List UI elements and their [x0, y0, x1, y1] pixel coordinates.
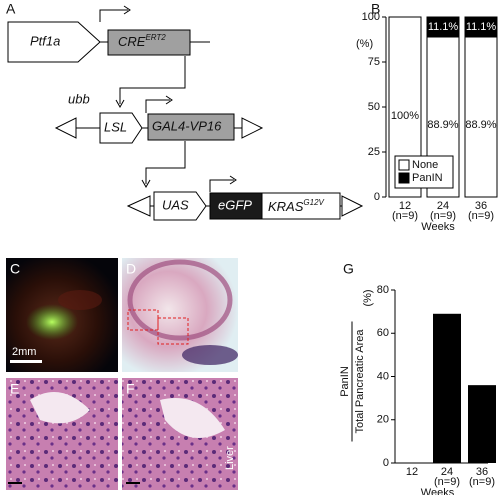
y-tick-label: 75	[368, 56, 380, 68]
gene-box	[147, 113, 235, 141]
gene-label: UAS	[162, 197, 189, 212]
scale-bar	[8, 482, 22, 484]
value-label: 11.1%	[428, 21, 459, 33]
bar-segment	[426, 16, 460, 38]
promoter	[7, 21, 101, 63]
panel-label: B	[371, 1, 380, 17]
photo-c: 2mm C	[6, 258, 118, 372]
scale-bar	[10, 360, 42, 363]
lox-site	[241, 117, 264, 139]
y-tick-label: 25	[368, 146, 380, 158]
legend-swatch	[398, 172, 410, 184]
y-tick-label: 50	[368, 101, 380, 113]
x-tick-label: 24	[441, 466, 453, 478]
y-tick-label: 80	[377, 284, 389, 296]
panel-label: E	[10, 381, 19, 397]
scale-bar	[126, 482, 140, 484]
tss-arrow	[99, 9, 128, 22]
gene-label: ubb	[68, 91, 90, 106]
gene-label: LSL	[104, 119, 127, 134]
lox-site	[126, 195, 151, 217]
y-axis-unit: (%)	[362, 289, 374, 306]
y-tick-label: 0	[383, 457, 389, 469]
gene-box	[261, 192, 341, 220]
tissue-label: Liver	[224, 446, 236, 470]
legend-label: PanIN	[412, 172, 443, 184]
tss-arrow	[165, 95, 173, 105]
photo-e: E	[6, 378, 118, 490]
highlight-box	[157, 317, 189, 345]
panel-label: G	[343, 261, 354, 277]
x-axis-label: Weeks	[421, 221, 455, 233]
panel-label: D	[126, 261, 136, 277]
gene-box	[209, 192, 263, 220]
tss-arrow	[229, 175, 237, 185]
stop-cassette	[99, 112, 143, 144]
photo-detail	[182, 345, 238, 365]
bar	[468, 385, 496, 463]
photo-detail	[30, 392, 90, 424]
bar-segment	[464, 16, 498, 38]
photo-d: D	[122, 258, 238, 372]
x-tick-note: (n=9)	[468, 210, 494, 222]
photo-detail	[127, 259, 233, 341]
x-tick-note: (n=9)	[392, 210, 418, 222]
bar-segment	[464, 36, 498, 198]
value-label: 88.9%	[465, 119, 496, 131]
construct-diagram: A Ptf1a CREERT2 ubb LSL GAL4-VP16 UAS eG…	[6, 1, 364, 221]
panel-label: A	[6, 1, 16, 17]
x-tick-note: (n=9)	[430, 210, 456, 222]
y-tick-label: 0	[374, 191, 380, 203]
connector	[145, 141, 186, 184]
photo-detail	[58, 290, 102, 310]
panel-label: F	[126, 381, 135, 397]
gene-label: CREERT2	[118, 33, 166, 49]
photo-f: Liver F	[122, 378, 238, 490]
legend-swatch	[398, 159, 410, 171]
gene-label: GAL4-VP16	[152, 118, 222, 133]
x-tick-label: 36	[476, 466, 488, 478]
value-label: 11.1%	[466, 21, 497, 33]
value-label: 100%	[391, 110, 419, 122]
gene-label: Ptf1a	[30, 33, 60, 48]
y-tick-label: 100	[362, 11, 380, 23]
connector	[115, 99, 125, 109]
connector	[141, 179, 151, 189]
lox-site	[341, 195, 364, 217]
x-tick-label: 12	[406, 466, 418, 478]
gene-box	[107, 29, 191, 56]
legend-label: None	[412, 159, 438, 171]
tss-arrow	[145, 99, 170, 113]
uas-element	[153, 191, 207, 221]
y-axis-label: (%)	[356, 38, 373, 50]
tss-arrow	[209, 179, 234, 192]
photo-detail	[26, 304, 78, 340]
gene-label: eGFP	[218, 197, 252, 212]
lox-site	[54, 117, 77, 139]
photo-detail	[160, 398, 225, 438]
tss-arrow	[123, 5, 131, 15]
y-tick-label: 40	[377, 370, 389, 382]
value-label: 88.9%	[427, 119, 458, 131]
y-tick-label: 20	[377, 414, 389, 426]
y-axis-label: PanIN	[339, 366, 351, 397]
x-tick-note: (n=9)	[434, 476, 460, 488]
connector	[119, 56, 186, 104]
x-tick-label: 24	[437, 200, 449, 212]
photo	[122, 378, 238, 490]
x-axis-label: Weeks	[421, 487, 455, 495]
y-tick-label: 60	[377, 327, 389, 339]
x-tick-note: (n=9)	[469, 476, 495, 488]
x-tick-label: 12	[399, 200, 411, 212]
gene-label: KRASG12V	[268, 198, 325, 214]
y-axis-label: Total Pancreatic Area	[354, 329, 366, 434]
panel-label: C	[10, 261, 20, 277]
x-tick-label: 36	[475, 200, 487, 212]
scale-label: 2mm	[12, 346, 36, 358]
bar	[433, 313, 461, 463]
